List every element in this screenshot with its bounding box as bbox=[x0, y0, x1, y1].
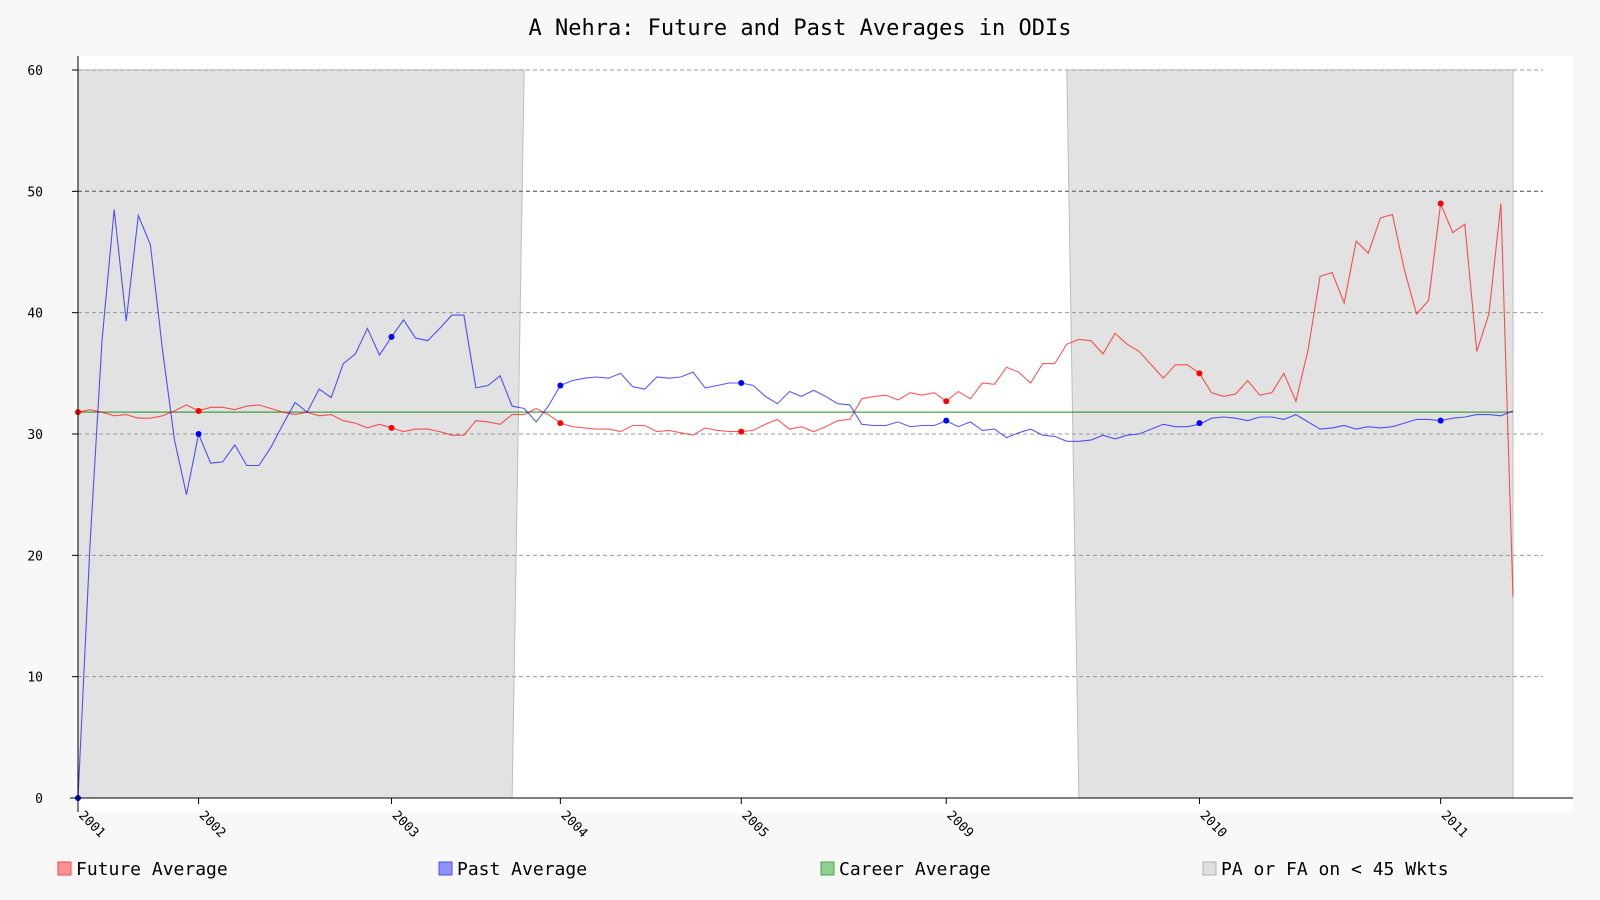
legend-swatch-1 bbox=[57, 861, 72, 876]
legend-label-1: Future Average bbox=[76, 859, 228, 880]
future-average-line bbox=[77, 201, 1514, 597]
marker-layer bbox=[75, 200, 1444, 801]
y-tick-label: 50 bbox=[27, 185, 43, 200]
y-tick-label: 40 bbox=[27, 307, 43, 322]
y-tick-label: 30 bbox=[27, 428, 43, 443]
future-average-marker-2004 bbox=[557, 420, 564, 427]
legend: Future Average Past Average Career Average… bbox=[57, 859, 1449, 880]
legend-swatch-2 bbox=[438, 861, 453, 876]
legend-label-4: PA or FA on < 45 Wkts bbox=[1221, 859, 1449, 880]
past-average-marker-2010 bbox=[1196, 420, 1203, 427]
grid-layer bbox=[78, 69, 1543, 678]
future-average-marker-2002 bbox=[195, 407, 202, 414]
y-tick-label: 10 bbox=[27, 671, 43, 686]
past-average-marker-2004 bbox=[557, 382, 564, 389]
legend-label-2: Past Average bbox=[457, 859, 587, 880]
y-tick-label: 60 bbox=[27, 64, 43, 79]
past-average-line bbox=[77, 209, 1514, 799]
past-average-marker-2003 bbox=[388, 333, 395, 340]
past-average-marker-2011 bbox=[1437, 417, 1444, 424]
legend-label-3: Career Average bbox=[839, 859, 991, 880]
past-average-marker-2009 bbox=[943, 417, 950, 424]
line-layer bbox=[77, 201, 1514, 799]
future-average-marker-2009 bbox=[943, 398, 950, 405]
future-average-marker-2011 bbox=[1437, 200, 1444, 207]
future-average-marker-2010 bbox=[1196, 370, 1203, 377]
future-average-marker-2003 bbox=[388, 424, 395, 431]
y-tick-label: 0 bbox=[35, 792, 43, 807]
past-average-marker-2002 bbox=[195, 431, 202, 437]
chart-title: A Nehra: Future and Past Averages in ODI… bbox=[528, 16, 1071, 41]
legend-swatch-3 bbox=[820, 861, 835, 876]
past-average-marker-2005 bbox=[738, 380, 745, 387]
legend-swatch-4 bbox=[1202, 861, 1217, 876]
future-average-marker-2005 bbox=[738, 428, 745, 435]
y-tick-label: 20 bbox=[27, 549, 43, 564]
